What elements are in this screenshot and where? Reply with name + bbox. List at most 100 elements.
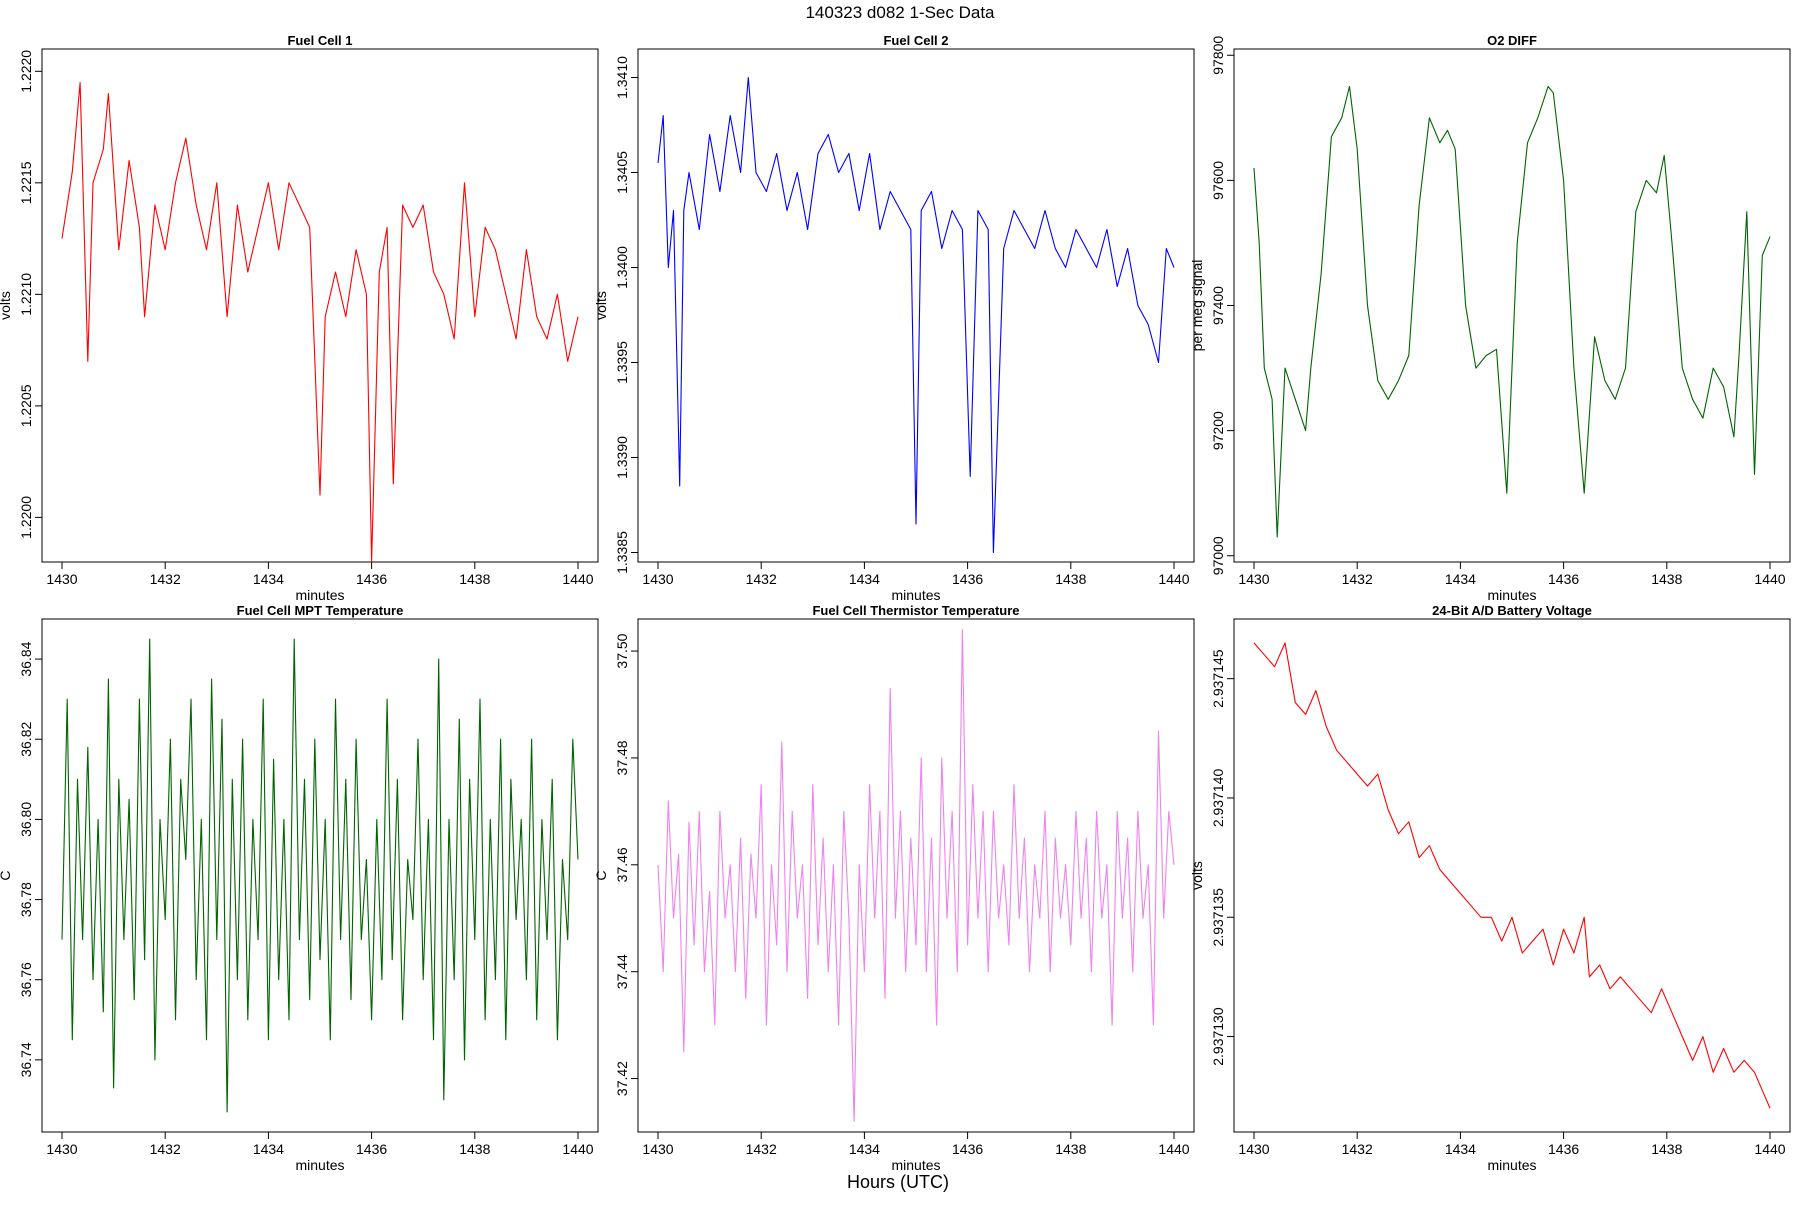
y-tick-label: 1.2215 xyxy=(18,161,34,204)
x-tick-label: 1430 xyxy=(642,571,673,587)
x-tick-label: 1432 xyxy=(1342,1141,1373,1157)
y-tick-label: 36.76 xyxy=(18,962,34,997)
x-tick-label: 1432 xyxy=(150,571,181,587)
y-tick-label: 36.82 xyxy=(18,722,34,757)
series-line xyxy=(1253,85,1771,538)
x-tick-label: 1436 xyxy=(1548,571,1579,587)
x-axis-label: minutes xyxy=(891,587,940,603)
series-line xyxy=(1253,642,1771,1109)
chart-panel-4: Fuel Cell MPT Temperature 1430 1432 1434 143… xyxy=(0,603,599,1173)
x-tick-label: 1438 xyxy=(459,1141,490,1157)
x-tick-label: 1432 xyxy=(1342,571,1373,587)
y-tick-label: 36.84 xyxy=(18,641,34,676)
plot-frame xyxy=(41,48,599,563)
x-axis-label: minutes xyxy=(295,587,344,603)
chart-title: Fuel Cell Thermistor Temperature xyxy=(812,603,1019,618)
chart-title: Fuel Cell MPT Temperature xyxy=(237,603,404,618)
x-tick-label: 1430 xyxy=(46,1141,77,1157)
page-title: 140323 d082 1-Sec Data xyxy=(805,3,995,22)
x-tick-label: 1432 xyxy=(746,1141,777,1157)
y-tick-label: 1.3385 xyxy=(614,531,630,574)
x-axis-label: minutes xyxy=(295,1157,344,1173)
plot-frame xyxy=(637,48,1195,563)
plot-frame xyxy=(637,618,1195,1133)
chart-title: Fuel Cell 1 xyxy=(287,33,352,48)
chart-title: Fuel Cell 2 xyxy=(883,33,948,48)
x-tick-label: 1436 xyxy=(356,1141,387,1157)
x-tick-label: 1440 xyxy=(562,1141,593,1157)
y-tick-label: 97400 xyxy=(1210,286,1226,325)
x-tick-label: 1438 xyxy=(1651,1141,1682,1157)
y-axis-label: C xyxy=(0,870,13,880)
x-tick-label: 1430 xyxy=(1238,571,1269,587)
x-tick-label: 1436 xyxy=(1548,1141,1579,1157)
y-tick-label: 1.2220 xyxy=(18,50,34,93)
y-axis-label: volts xyxy=(1189,861,1205,890)
chart-panel-1: Fuel Cell 1 1430 1432 1434 1436 1438 1440 minut… xyxy=(0,33,599,603)
y-tick-label: 36.78 xyxy=(18,882,34,917)
x-tick-label: 1430 xyxy=(46,571,77,587)
y-tick-label: 97200 xyxy=(1210,411,1226,450)
x-tick-label: 1434 xyxy=(253,1141,284,1157)
x-tick-label: 1434 xyxy=(849,571,880,587)
y-tick-label: 1.2205 xyxy=(18,384,34,427)
x-tick-label: 1440 xyxy=(1158,1141,1189,1157)
x-tick-label: 1436 xyxy=(952,571,983,587)
x-tick-label: 1434 xyxy=(849,1141,880,1157)
y-tick-label: 2.937145 xyxy=(1210,649,1226,708)
y-tick-label: 97800 xyxy=(1210,36,1226,75)
x-tick-label: 1434 xyxy=(253,571,284,587)
y-tick-label: 1.3400 xyxy=(614,246,630,289)
chart-panels: Fuel Cell 1 1430 1432 1434 1436 1438 1440 minut… xyxy=(0,33,1791,1173)
series-line xyxy=(657,76,1175,554)
chart-title: O2 DIFF xyxy=(1487,33,1537,48)
y-tick-label: 1.2200 xyxy=(18,496,34,539)
y-tick-label: 37.44 xyxy=(614,954,630,989)
x-tick-label: 1432 xyxy=(746,571,777,587)
chart-panel-3: O2 DIFF 1430 1432 1434 1436 1438 1440 minutes 97… xyxy=(1189,33,1791,603)
plot-frame xyxy=(41,618,599,1133)
y-tick-label: 37.46 xyxy=(614,847,630,882)
series-line xyxy=(657,629,1175,1122)
y-axis-label: per meg signal xyxy=(1189,260,1205,352)
plot-frame xyxy=(1233,618,1791,1133)
x-tick-label: 1434 xyxy=(1445,571,1476,587)
y-tick-label: 37.50 xyxy=(614,633,630,668)
x-tick-label: 1438 xyxy=(1055,571,1086,587)
y-axis-label: volts xyxy=(0,291,13,320)
x-tick-label: 1438 xyxy=(459,571,490,587)
chart-panel-5: Fuel Cell Thermistor Temperature 1430 1432… xyxy=(593,603,1195,1173)
x-axis-label: minutes xyxy=(1487,1157,1536,1173)
x-tick-label: 1438 xyxy=(1651,571,1682,587)
y-tick-label: 97000 xyxy=(1210,536,1226,575)
x-tick-label: 1440 xyxy=(1158,571,1189,587)
y-tick-label: 2.937135 xyxy=(1210,888,1226,947)
y-tick-label: 36.80 xyxy=(18,802,34,837)
x-axis-label: minutes xyxy=(891,1157,940,1173)
x-tick-label: 1434 xyxy=(1445,1141,1476,1157)
chart-panel-6: 24-Bit A/D Battery Voltage 1430 1432 1434 14… xyxy=(1189,603,1791,1173)
y-tick-label: 2.937140 xyxy=(1210,769,1226,828)
x-tick-label: 1430 xyxy=(1238,1141,1269,1157)
x-tick-label: 1432 xyxy=(150,1141,181,1157)
y-axis-label: C xyxy=(593,870,609,880)
y-tick-label: 37.42 xyxy=(614,1061,630,1096)
x-tick-label: 1436 xyxy=(356,571,387,587)
series-line xyxy=(61,638,579,1113)
x-tick-label: 1440 xyxy=(562,571,593,587)
y-tick-label: 37.48 xyxy=(614,740,630,775)
y-tick-label: 97600 xyxy=(1210,161,1226,200)
y-tick-label: 1.3410 xyxy=(614,56,630,99)
y-tick-label: 1.3390 xyxy=(614,436,630,479)
x-tick-label: 1430 xyxy=(642,1141,673,1157)
x-tick-label: 1436 xyxy=(952,1141,983,1157)
y-tick-label: 1.3405 xyxy=(614,151,630,194)
y-tick-label: 1.3395 xyxy=(614,341,630,384)
x-axis-label: minutes xyxy=(1487,587,1536,603)
y-axis-label: volts xyxy=(593,291,609,320)
x-tick-label: 1440 xyxy=(1754,1141,1785,1157)
x-tick-label: 1440 xyxy=(1754,571,1785,587)
x-tick-label: 1438 xyxy=(1055,1141,1086,1157)
